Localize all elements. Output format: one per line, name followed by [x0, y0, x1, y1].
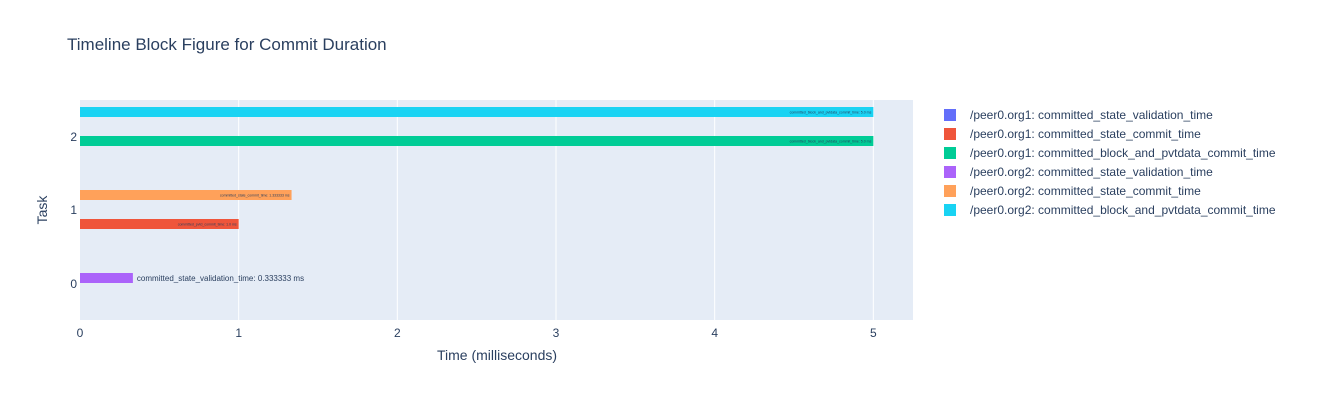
legend-swatch — [944, 166, 956, 178]
y-axis-ticks: 0 1 2 — [70, 130, 77, 291]
x-axis-title: Time (milliseconds) — [437, 347, 557, 363]
x-tick-label: 5 — [870, 326, 877, 340]
x-tick-label: 3 — [553, 326, 560, 340]
timeline-bar — [80, 136, 874, 146]
y-axis-title: Task — [34, 195, 50, 225]
bar-data-label: committed_block_and_pvtdata_commit_time:… — [790, 111, 872, 115]
x-axis-ticks: 0 1 2 3 4 5 — [77, 326, 877, 340]
x-tick-label: 0 — [77, 326, 84, 340]
timeline-bar — [80, 219, 239, 229]
x-tick-label: 1 — [235, 326, 242, 340]
plot-area — [80, 100, 913, 320]
y-tick-label: 1 — [70, 203, 77, 217]
timeline-bar — [80, 107, 874, 117]
y-tick-label: 2 — [70, 130, 77, 144]
legend: /peer0.org1: committed_state_validation_… — [944, 108, 1276, 217]
y-tick-label: 0 — [70, 277, 77, 291]
legend-swatch — [944, 128, 956, 140]
legend-label: /peer0.org2: committed_block_and_pvtdata… — [970, 203, 1276, 217]
bar-data-label: committed_block_and_pvtdata_commit_time:… — [790, 140, 872, 144]
legend-swatch — [944, 185, 956, 197]
legend-label: /peer0.org1: committed_state_commit_time — [970, 127, 1201, 141]
x-tick-label: 4 — [711, 326, 718, 340]
legend-label: /peer0.org1: committed_state_validation_… — [970, 108, 1213, 122]
legend-label: /peer0.org2: committed_state_commit_time — [970, 184, 1201, 198]
bar-data-label: committed_state_validation_time: 0.33333… — [137, 274, 304, 283]
bar-data-label: committed_state_commit_time: 1.333333 ms — [220, 194, 290, 198]
legend-label: /peer0.org1: committed_block_and_pvtdata… — [970, 146, 1276, 160]
bar-data-label: committed_pvtd_commit_time: 1.0 ms — [178, 223, 237, 227]
legend-swatch — [944, 204, 956, 216]
x-tick-label: 2 — [394, 326, 401, 340]
legend-swatch — [944, 109, 956, 121]
legend-swatch — [944, 147, 956, 159]
timeline-bar — [80, 190, 292, 200]
chart-title: Timeline Block Figure for Commit Duratio… — [67, 35, 387, 54]
bars: committed_pvtd_commit_time: 1.0 ms commit… — [80, 107, 874, 283]
legend-label: /peer0.org2: committed_state_validation_… — [970, 165, 1213, 179]
timeline-bar — [80, 273, 133, 283]
